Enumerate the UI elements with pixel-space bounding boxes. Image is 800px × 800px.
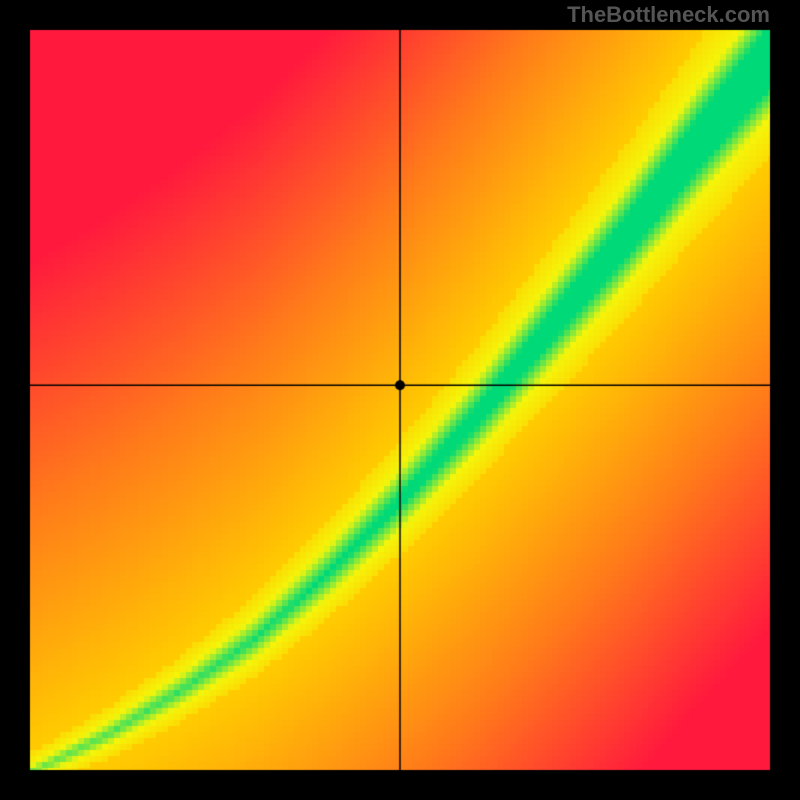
bottleneck-heatmap <box>0 0 800 800</box>
watermark-text: TheBottleneck.com <box>567 2 770 28</box>
chart-container: TheBottleneck.com <box>0 0 800 800</box>
